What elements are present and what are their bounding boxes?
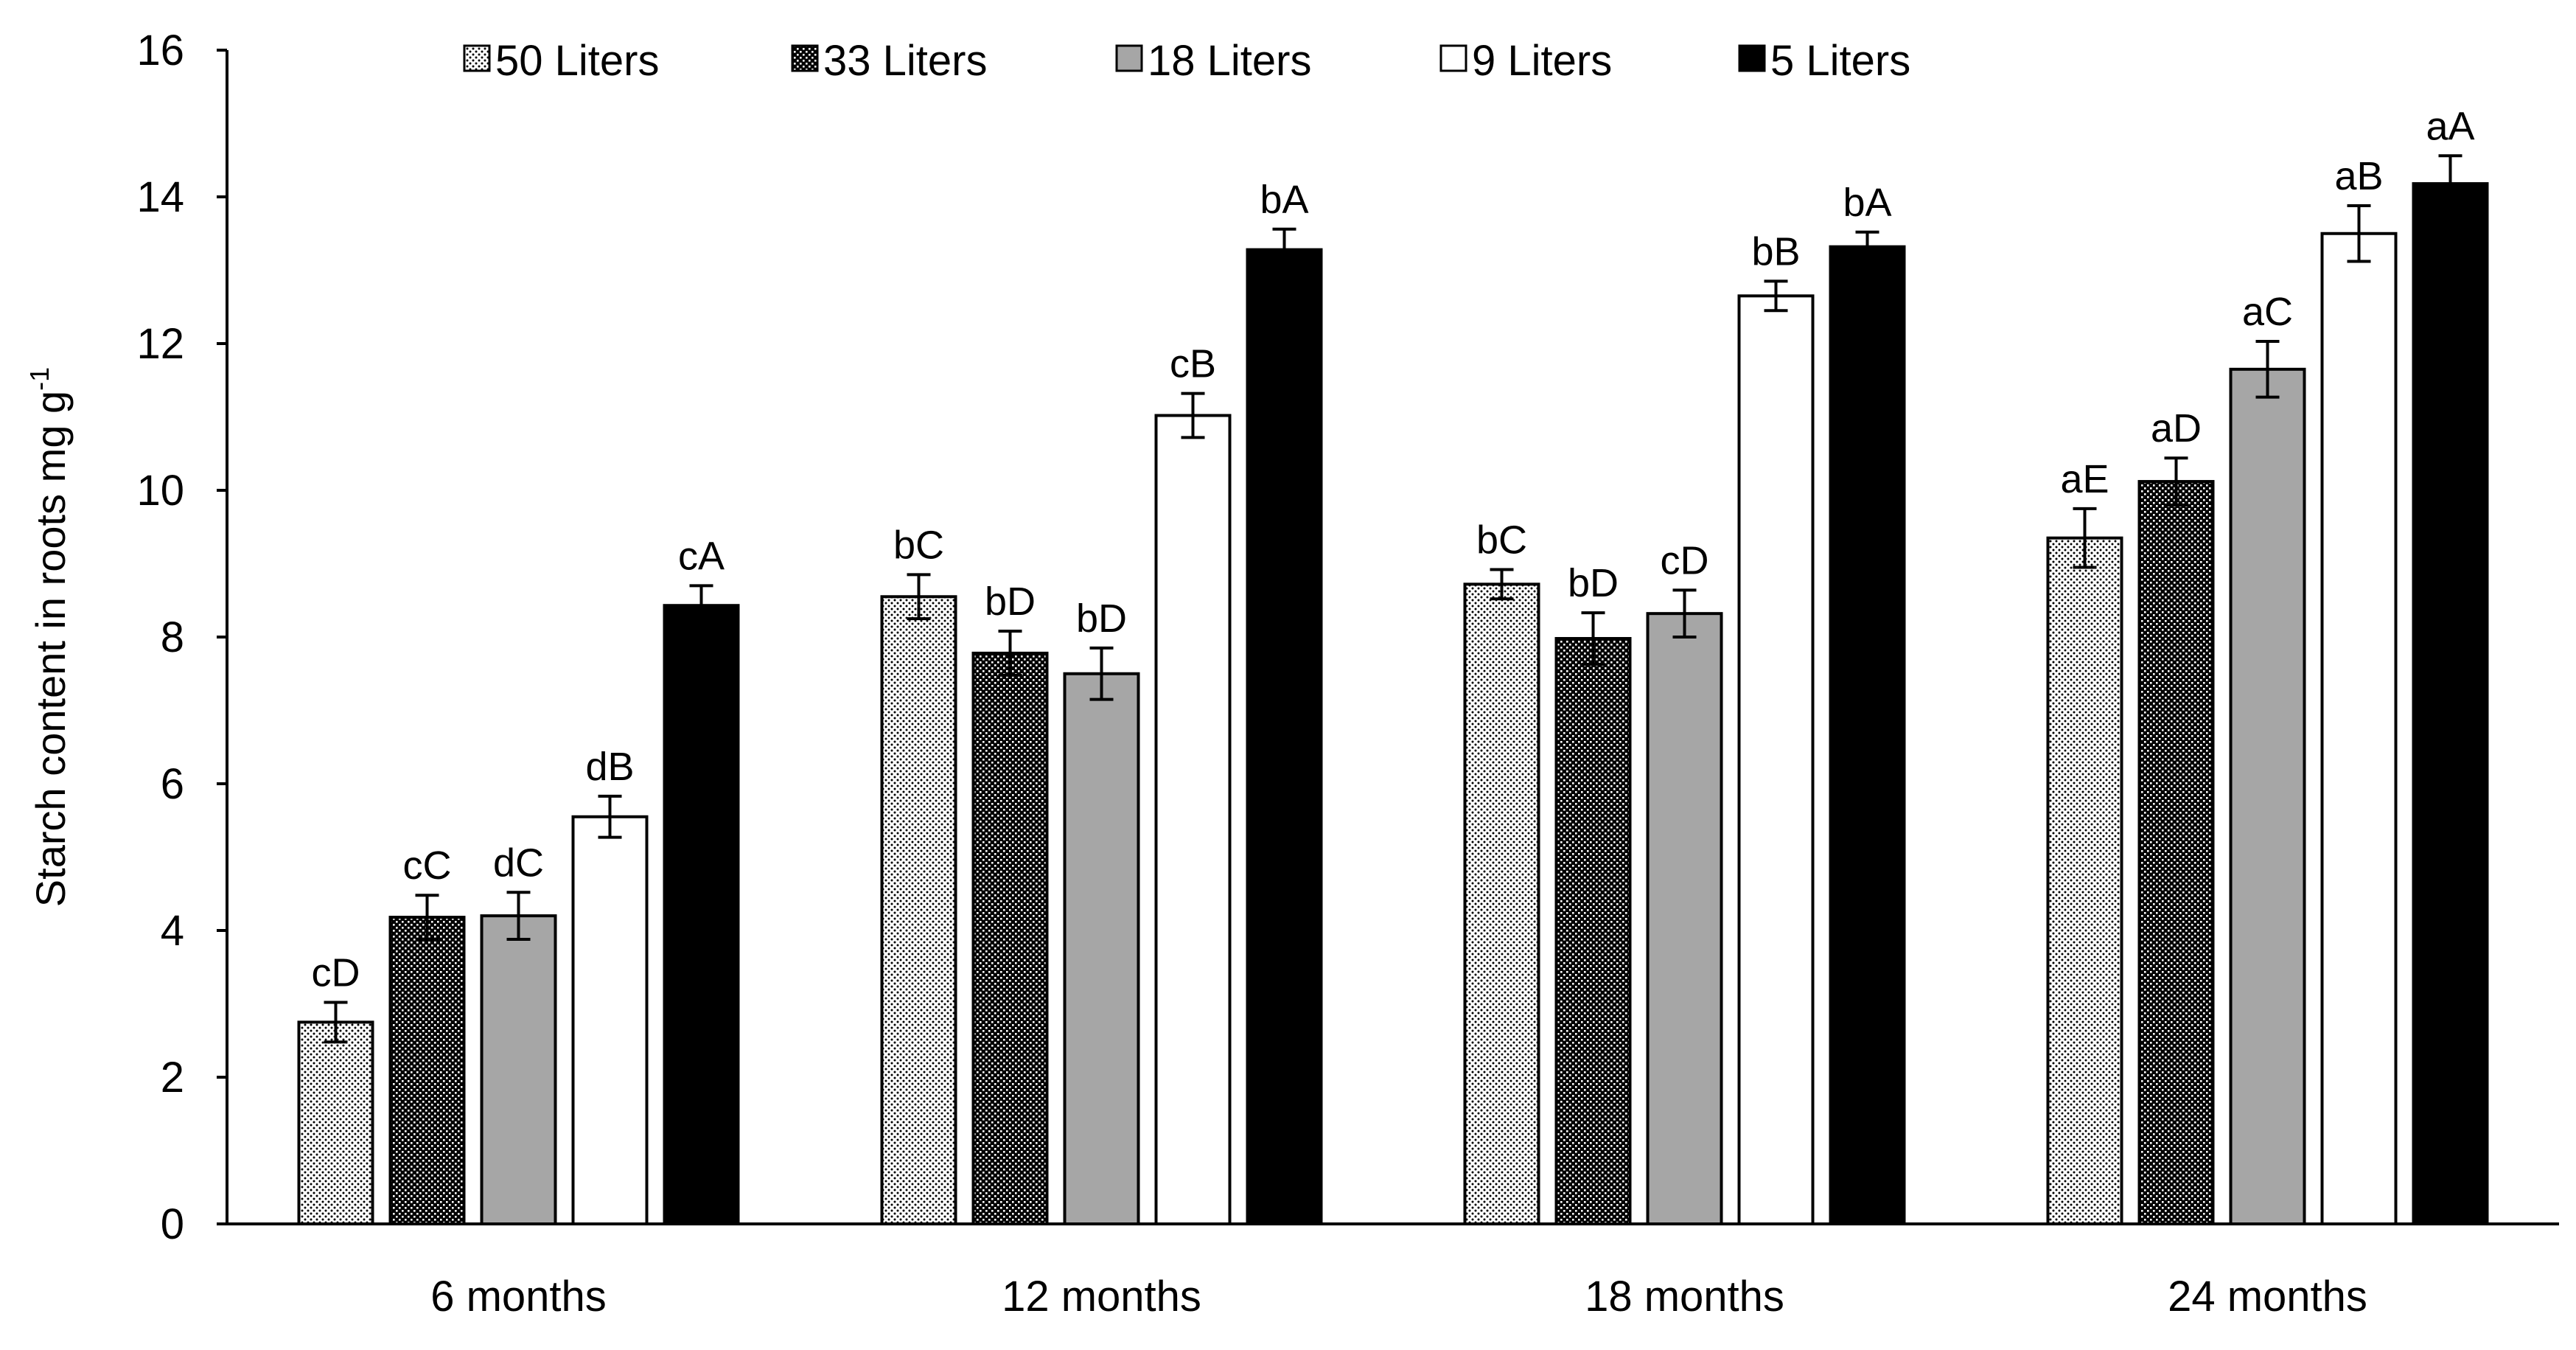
data-label: bD (1568, 561, 1619, 605)
x-category-label: 6 months (430, 1273, 607, 1321)
data-label: bD (985, 580, 1036, 624)
bar (297, 1020, 374, 1225)
bar (1246, 248, 1323, 1225)
y-tick-label: 2 (161, 1054, 184, 1102)
bar (2137, 480, 2215, 1225)
bar (663, 604, 740, 1225)
legend-item: 33 Liters (791, 37, 987, 85)
bar (2229, 367, 2306, 1226)
legend-item: 5 Liters (1738, 37, 1910, 85)
data-label: cD (312, 951, 360, 995)
bar (1554, 636, 1632, 1225)
bar (2320, 232, 2398, 1225)
legend-item: 18 Liters (1115, 37, 1311, 85)
bar (571, 815, 649, 1225)
legend-label: 5 Liters (1770, 37, 1910, 85)
data-label: bD (1076, 596, 1127, 641)
legend-label: 33 Liters (823, 37, 987, 85)
y-axis-title: Starch content in roots mg g-1 (24, 367, 74, 907)
bar (2046, 536, 2123, 1225)
bar (480, 914, 557, 1225)
bar (880, 595, 957, 1225)
y-tick-label: 16 (136, 27, 184, 74)
data-label: aC (2242, 290, 2293, 334)
legend-swatch (1115, 44, 1143, 72)
data-label: bC (1476, 518, 1527, 562)
data-label: aE (2060, 457, 2109, 501)
y-tick-label: 10 (136, 467, 184, 515)
data-label: bB (1751, 229, 1800, 274)
data-label: dC (493, 841, 544, 885)
y-tick-label: 12 (136, 320, 184, 368)
y-tick-label: 4 (161, 907, 184, 955)
data-label: cA (678, 534, 725, 578)
data-label: bA (1843, 181, 1891, 225)
y-tick-label: 8 (161, 613, 184, 661)
data-label: cB (1170, 342, 1216, 386)
legend-label: 9 Liters (1472, 37, 1612, 85)
bars-layer: cD cC dC dB cA bC bD bD cB bA bC bD cD bB bA aE aD aC aB aA (297, 104, 2489, 1226)
bar (971, 651, 1049, 1225)
legend-item: 9 Liters (1439, 37, 1612, 85)
legend-swatch (463, 44, 491, 72)
axes: 0 2 4 6 8 10 12 14 16 Starch content in roots mg … (24, 27, 2559, 1321)
bar (2412, 182, 2489, 1226)
data-label: bC (893, 523, 944, 567)
x-category-label: 12 months (1002, 1273, 1201, 1321)
data-label: aD (2151, 406, 2202, 450)
bar (1463, 582, 1540, 1225)
bar (1154, 414, 1232, 1225)
legend-swatch (791, 44, 819, 72)
y-axis-title-text: Starch content in roots mg g (27, 391, 74, 907)
bar (1646, 612, 1723, 1225)
bar (388, 916, 466, 1225)
legend-label: 50 Liters (495, 37, 659, 85)
y-tick-label: 0 (161, 1200, 184, 1248)
bar (1063, 672, 1140, 1225)
bar (1829, 245, 1906, 1225)
data-label: dB (585, 745, 634, 789)
x-category-label: 24 months (2168, 1273, 2367, 1321)
y-axis-title-superscript: -1 (24, 367, 55, 391)
data-label: bA (1260, 178, 1308, 222)
data-label: aB (2334, 154, 2383, 198)
legend-label: 18 Liters (1148, 37, 1311, 85)
legend-item: 50 Liters (463, 37, 659, 85)
bar (1737, 294, 1815, 1226)
legend: 50 Liters 33 Liters 18 Liters 9 Liters 5 Lit… (463, 37, 1910, 85)
legend-swatch (1439, 44, 1467, 72)
data-label: aA (2426, 104, 2474, 148)
legend-swatch (1738, 44, 1766, 72)
y-tick-label: 14 (136, 173, 184, 221)
data-label: cC (403, 843, 452, 888)
x-category-label: 18 months (1585, 1273, 1784, 1321)
y-tick-label: 6 (161, 760, 184, 808)
data-label: cD (1661, 538, 1709, 582)
